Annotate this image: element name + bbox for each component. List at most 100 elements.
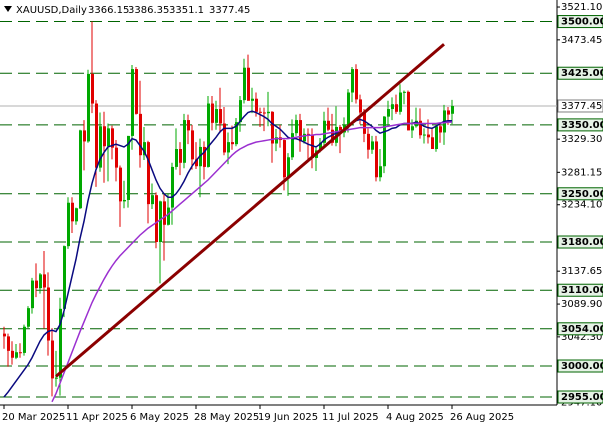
candle-body bbox=[47, 287, 50, 341]
candle-body bbox=[51, 340, 54, 379]
candle-body bbox=[191, 130, 194, 160]
candle-body bbox=[339, 126, 342, 133]
candle-body bbox=[423, 134, 426, 136]
y-tick-label: 3137.65 bbox=[561, 266, 602, 277]
high-value: 3386.35 bbox=[128, 5, 169, 16]
candle-body bbox=[39, 274, 42, 289]
candle-body bbox=[143, 142, 146, 156]
y-tick-label: 3042.30 bbox=[561, 332, 602, 343]
level-label: 3180.00 bbox=[561, 237, 603, 248]
level-label: 3250.00 bbox=[561, 189, 603, 200]
candle-body bbox=[15, 352, 18, 358]
candle-body bbox=[151, 195, 154, 205]
candle-body bbox=[231, 142, 234, 145]
candle-body bbox=[371, 141, 374, 150]
level-label-box bbox=[557, 66, 603, 80]
candle-body bbox=[111, 128, 114, 148]
candle-body bbox=[71, 202, 74, 222]
candle-body bbox=[407, 91, 410, 131]
level-label: 3000.00 bbox=[561, 361, 603, 372]
candle-body bbox=[91, 73, 94, 104]
candle-body bbox=[103, 126, 106, 147]
candle-body bbox=[451, 105, 454, 114]
x-tick-label: 28 May 2025 bbox=[194, 412, 259, 423]
candle-body bbox=[19, 352, 22, 354]
candle-body bbox=[207, 103, 210, 167]
candle-body bbox=[247, 67, 250, 101]
candle-body bbox=[183, 120, 186, 163]
level-label: 2955.00 bbox=[561, 392, 603, 403]
level-label-box bbox=[557, 283, 603, 297]
candle-body bbox=[23, 326, 26, 353]
candle-body bbox=[171, 166, 174, 208]
x-tick-label: 4 Aug 2025 bbox=[386, 412, 444, 423]
candle-body bbox=[259, 111, 262, 113]
level-label: 3110.00 bbox=[561, 285, 603, 296]
candle-body bbox=[147, 142, 150, 205]
x-tick-label: 11 Apr 2025 bbox=[66, 412, 128, 423]
candle-body bbox=[159, 201, 162, 243]
candle-body bbox=[355, 69, 358, 100]
close-value: 3377.45 bbox=[209, 5, 250, 16]
current-price-box bbox=[557, 99, 603, 113]
candle-body bbox=[83, 130, 86, 142]
candle-body bbox=[379, 166, 382, 178]
candle-body bbox=[319, 142, 322, 151]
y-tick-label: 3234.10 bbox=[561, 200, 602, 211]
candle-body bbox=[295, 120, 298, 134]
candle-body bbox=[391, 104, 394, 110]
candle-body bbox=[351, 69, 354, 93]
candle-body bbox=[243, 67, 246, 101]
candle-body bbox=[251, 98, 254, 101]
level-label: 3425.00 bbox=[561, 68, 603, 79]
x-tick-label: 11 Jul 2025 bbox=[322, 412, 379, 423]
candle-body bbox=[327, 120, 330, 130]
low-value: 3351.1 bbox=[169, 5, 204, 16]
level-label-box bbox=[557, 390, 603, 404]
candle-body bbox=[383, 116, 386, 167]
level-label-box bbox=[557, 235, 603, 249]
candle-body bbox=[435, 126, 438, 150]
level-label: 3350.00 bbox=[561, 120, 603, 131]
candle-body bbox=[367, 133, 370, 150]
candle-body bbox=[211, 103, 214, 123]
candle-body bbox=[95, 103, 98, 168]
candle-body bbox=[363, 112, 366, 134]
candle-body bbox=[187, 120, 190, 131]
candle-body bbox=[179, 149, 182, 163]
candle-body bbox=[123, 199, 126, 202]
candle-body bbox=[195, 159, 198, 167]
candle-body bbox=[115, 147, 118, 168]
candle-body bbox=[275, 137, 278, 144]
moving-average bbox=[51, 121, 452, 403]
candle-body bbox=[79, 130, 82, 209]
candle-body bbox=[439, 126, 442, 133]
candle-body bbox=[291, 133, 294, 158]
candle-body bbox=[235, 122, 238, 145]
candle-body bbox=[11, 350, 14, 358]
candle-body bbox=[395, 104, 398, 112]
x-tick-label: 6 May 2025 bbox=[130, 412, 189, 423]
level-label-box bbox=[557, 359, 603, 373]
candle-body bbox=[359, 99, 362, 113]
candle-body bbox=[127, 135, 130, 200]
candle-body bbox=[387, 109, 390, 117]
candle-body bbox=[131, 69, 134, 136]
candle-body bbox=[175, 149, 178, 167]
candle-body bbox=[67, 202, 70, 247]
candle-body bbox=[267, 111, 270, 114]
candle-body bbox=[427, 134, 430, 138]
level-label: 3500.00 bbox=[561, 17, 603, 28]
candle-body bbox=[311, 135, 314, 158]
x-tick-label: 19 Jun 2025 bbox=[258, 412, 318, 423]
trendline bbox=[55, 43, 445, 378]
candle-body bbox=[447, 110, 450, 115]
candle-body bbox=[375, 141, 378, 178]
candle-body bbox=[403, 91, 406, 93]
candle-body bbox=[43, 274, 46, 288]
open-value: 3366.15 bbox=[88, 5, 129, 16]
candle-body bbox=[75, 208, 78, 222]
level-label: 3054.00 bbox=[561, 324, 603, 335]
